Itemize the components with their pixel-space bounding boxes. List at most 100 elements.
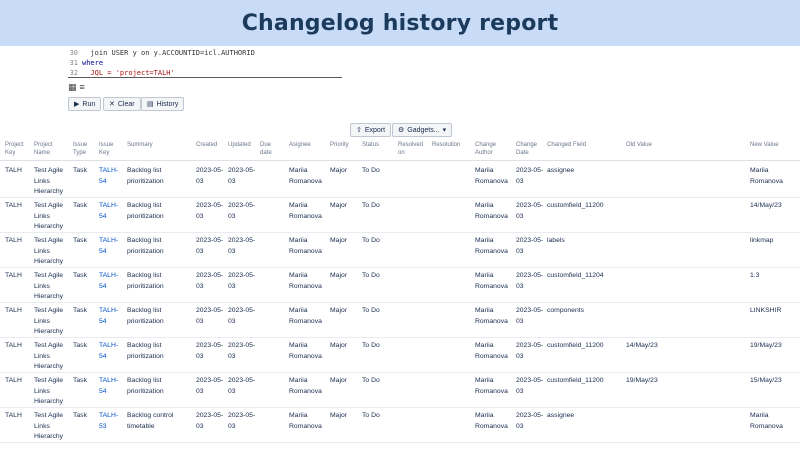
table-row[interactable]: TALH Test Agile Links Hierarchy Task TALH-5… [0,303,800,338]
table-cell: 2023-05-03 [228,307,256,325]
column-header[interactable]: Created [196,142,218,148]
table-cell: Backlog list prioritization [127,377,164,395]
table-row[interactable]: TALH Test Agile Links Hierarchy Task TALH-5… [0,408,800,443]
table-cell: Test Agile Links Hierarchy [34,237,64,265]
table-cell: customfield_11200 [547,377,604,384]
gadgets-button[interactable]: ⚙ Gadgets... ▾ [392,123,453,137]
column-header[interactable]: Priority [330,142,349,148]
column-header[interactable]: Project Key [5,142,24,156]
column-header[interactable]: Resolved on [398,142,424,156]
column-header[interactable]: Updated [228,142,251,148]
issue-key-link[interactable]: TALH-53 [99,412,119,430]
table-cell: Mariia Romanova [289,272,322,290]
table-cell: 2023-05-03 [516,167,544,185]
issue-key-link[interactable]: TALH-54 [99,342,119,360]
sql-editor[interactable]: 30 join USER y on y.ACCOUNTID=icl.AUTHOR… [68,48,342,78]
table-cell: Task [73,307,87,314]
table-cell: To Do [362,237,380,244]
column-header[interactable]: Asignee [289,142,311,148]
export-button[interactable]: ⇧ Export [350,123,392,137]
history-label: History [156,100,179,108]
issue-key-link[interactable]: TALH-54 [99,377,119,395]
table-cell: 2023-05-03 [516,412,544,430]
table-cell: Major [330,202,347,209]
table-cell: To Do [362,167,380,174]
table-cell: 14/May/23 [626,342,658,349]
column-header[interactable]: Due date [260,142,272,156]
table-row[interactable]: TALH Test Agile Links Hierarchy Task TALH-5… [0,373,800,408]
table-cell: 2023-05-03 [228,342,256,360]
line-number: 30 [69,49,78,57]
table-row[interactable]: TALH Test Agile Links Hierarchy Task TALH-5… [0,268,800,303]
issue-key-link[interactable]: TALH-54 [99,202,119,220]
table-cell: Major [330,237,347,244]
table-cell: LINKSHIR [750,307,782,314]
format-icon[interactable]: ▦ [68,82,77,92]
table-cell: Backlog list prioritization [127,202,164,220]
table-cell: Test Agile Links Hierarchy [34,342,64,370]
column-header[interactable]: Old Value [626,142,652,148]
table-cell: 15/May/23 [750,377,782,384]
table-cell: TALH [5,237,22,244]
column-header[interactable]: Change Author [475,142,497,156]
gear-icon: ⚙ [398,127,405,134]
table-cell: 19/May/23 [750,342,782,349]
table-cell: Test Agile Links Hierarchy [34,412,64,440]
table-cell: 2023-05-03 [516,377,544,395]
issue-key-link[interactable]: TALH-54 [99,272,119,290]
table-cell: TALH [5,412,22,419]
table-cell: Mariia Romanova [475,167,508,185]
table-cell: labels [547,237,565,244]
table-cell: Major [330,342,347,349]
run-button[interactable]: ▶ Run [68,97,102,111]
history-button[interactable]: ▤ History [141,97,185,111]
table-cell: TALH [5,272,22,279]
table-cell: 2023-05-03 [228,412,256,430]
clear-button[interactable]: ✕ Clear [103,97,141,111]
export-label: Export [364,126,386,134]
page-title: Changelog history report [241,10,559,36]
table-cell: 2023-05-03 [196,307,224,325]
table-cell: TALH [5,342,22,349]
wrap-icon[interactable]: ≡ [79,82,85,92]
column-header[interactable]: Resolution [432,142,461,148]
table-cell: Mariia Romanova [289,237,322,255]
run-label: Run [82,100,96,108]
table-cell: 2023-05-03 [196,167,224,185]
column-header[interactable]: Project Name [34,142,53,156]
column-header[interactable]: Changed Field [547,142,587,148]
table-cell: 2023-05-03 [516,202,544,220]
column-header[interactable]: Issue Type [73,142,88,156]
gadgets-label: Gadgets... [407,126,440,134]
close-icon: ✕ [109,101,115,108]
table-cell: 2023-05-03 [516,342,544,360]
column-header[interactable]: Issue Key [99,142,114,156]
column-header[interactable]: Status [362,142,380,148]
issue-key-link[interactable]: TALH-54 [99,237,119,255]
table-cell: Major [330,377,347,384]
table-cell: 14/May/23 [750,202,782,209]
table-cell: 2023-05-03 [196,272,224,290]
table-cell: 2023-05-03 [196,342,224,360]
table-row[interactable]: TALH Test Agile Links Hierarchy Task TALH-5… [0,198,800,233]
table-row[interactable]: TALH Test Agile Links Hierarchy Task TALH-5… [0,338,800,373]
table-cell: 2023-05-03 [516,307,544,325]
issue-key-link[interactable]: TALH-54 [99,167,119,185]
table-cell: Test Agile Links Hierarchy [34,167,64,195]
report-banner: Changelog history report [0,0,800,46]
code-line: 31 where [68,58,342,68]
column-header[interactable]: Summary [127,142,153,148]
table-cell: Mariia Romanova [750,167,783,185]
editor-tools: ▦ ≡ [68,82,85,93]
export-icon: ⇧ [356,127,362,134]
table-row[interactable]: TALH Test Agile Links Hierarchy Task TALH-5… [0,163,800,198]
table-row[interactable]: TALH Test Agile Links Hierarchy Task TALH-5… [0,233,800,268]
table-cell: Test Agile Links Hierarchy [34,307,64,335]
column-header[interactable]: Change Date [516,142,538,156]
table-cell: Major [330,307,347,314]
issue-key-link[interactable]: TALH-54 [99,307,119,325]
table-cell: 2023-05-03 [196,202,224,220]
table-cell: Test Agile Links Hierarchy [34,377,64,405]
column-header[interactable]: New Value [750,142,779,148]
table-cell: Backlog control timetable [127,412,174,430]
